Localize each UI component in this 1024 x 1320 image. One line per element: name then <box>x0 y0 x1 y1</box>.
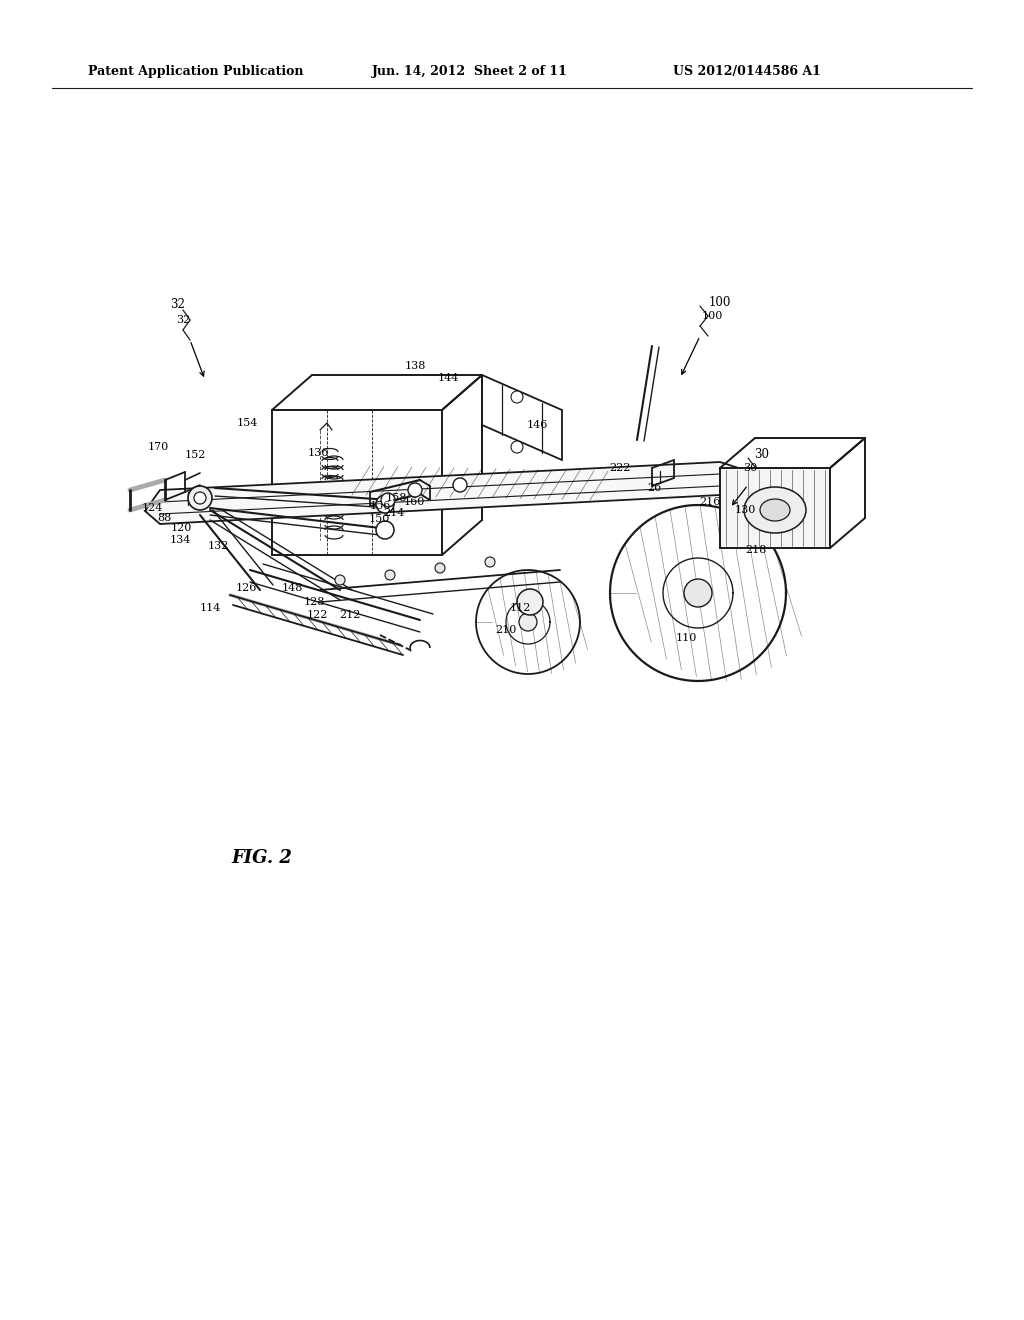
Text: 114: 114 <box>200 603 221 612</box>
Circle shape <box>188 486 212 510</box>
Text: 100: 100 <box>709 297 731 309</box>
Text: 124: 124 <box>141 503 163 513</box>
Circle shape <box>511 441 523 453</box>
Text: 150: 150 <box>369 513 390 524</box>
Text: 148: 148 <box>282 583 303 593</box>
Circle shape <box>376 495 394 513</box>
Ellipse shape <box>760 499 790 521</box>
Text: 214: 214 <box>383 508 404 517</box>
Text: 156: 156 <box>370 502 391 511</box>
Circle shape <box>408 483 422 498</box>
Circle shape <box>381 492 395 507</box>
Text: Jun. 14, 2012  Sheet 2 of 11: Jun. 14, 2012 Sheet 2 of 11 <box>372 66 568 78</box>
Circle shape <box>485 557 495 568</box>
Text: FIG. 2: FIG. 2 <box>231 849 293 867</box>
Text: 144: 144 <box>437 374 459 383</box>
Text: 210: 210 <box>496 624 517 635</box>
Text: 130: 130 <box>734 506 756 515</box>
Text: 122: 122 <box>306 610 328 620</box>
Text: 216: 216 <box>699 498 721 507</box>
Circle shape <box>517 589 543 615</box>
Text: 32: 32 <box>171 298 185 312</box>
Text: 88: 88 <box>157 513 171 523</box>
Text: 146: 146 <box>526 420 548 430</box>
Polygon shape <box>145 462 770 524</box>
Circle shape <box>684 579 712 607</box>
Circle shape <box>453 478 467 492</box>
Text: 128: 128 <box>303 597 325 607</box>
Text: 30: 30 <box>755 449 769 462</box>
Text: 100: 100 <box>701 312 723 321</box>
Text: 212: 212 <box>339 610 360 620</box>
Ellipse shape <box>744 487 806 533</box>
Circle shape <box>435 564 445 573</box>
Text: 110: 110 <box>675 634 696 643</box>
Circle shape <box>335 576 345 585</box>
Text: 218: 218 <box>745 545 767 554</box>
Circle shape <box>194 492 206 504</box>
Text: 136: 136 <box>307 447 329 458</box>
Text: Patent Application Publication: Patent Application Publication <box>88 66 303 78</box>
Circle shape <box>385 570 395 579</box>
Circle shape <box>519 612 537 631</box>
Text: 222: 222 <box>609 463 631 473</box>
Text: 30: 30 <box>742 463 757 473</box>
Text: 32: 32 <box>176 315 190 325</box>
Text: 134: 134 <box>169 535 190 545</box>
Text: US 2012/0144586 A1: US 2012/0144586 A1 <box>673 66 821 78</box>
Circle shape <box>511 391 523 403</box>
Text: 158: 158 <box>385 492 407 503</box>
Text: 154: 154 <box>237 418 258 428</box>
Text: 126: 126 <box>236 583 257 593</box>
Circle shape <box>376 521 394 539</box>
Text: 112: 112 <box>509 603 530 612</box>
Polygon shape <box>720 469 830 548</box>
Text: 120: 120 <box>170 523 191 533</box>
Text: 152: 152 <box>184 450 206 459</box>
Text: 132: 132 <box>207 541 228 550</box>
Text: 26: 26 <box>647 483 662 492</box>
Text: 170: 170 <box>147 442 169 451</box>
Text: 160: 160 <box>403 498 425 507</box>
Text: 138: 138 <box>404 360 426 371</box>
